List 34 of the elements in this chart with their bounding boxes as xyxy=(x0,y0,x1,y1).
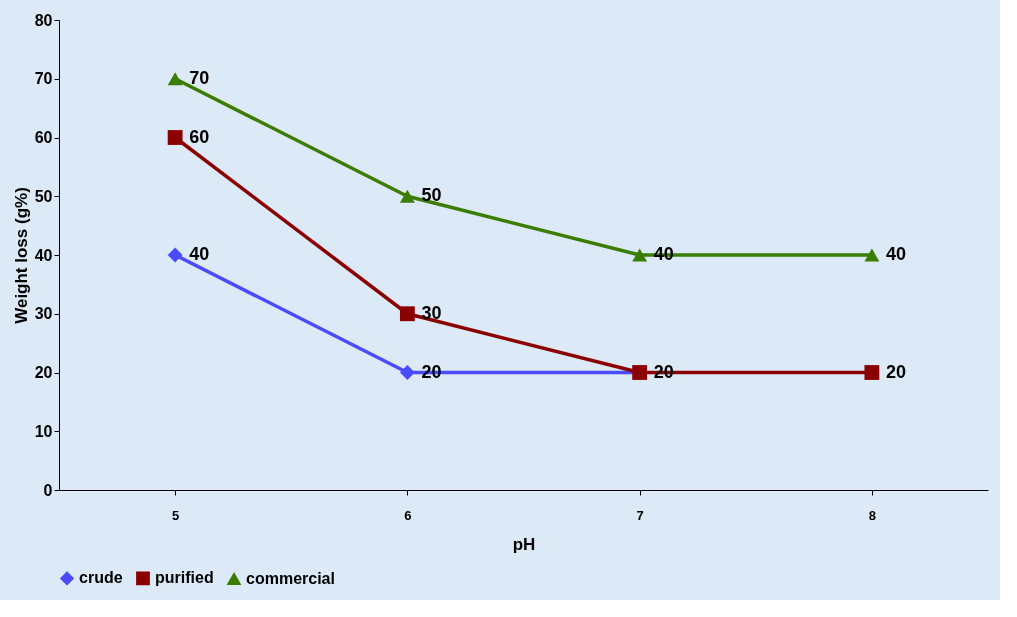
data-label: 50 xyxy=(421,185,442,206)
y-tick-label: 60 xyxy=(34,129,53,146)
x-tick-label: 5 xyxy=(172,507,180,523)
x-tick-label: 8 xyxy=(868,507,876,523)
y-tick-label: 70 xyxy=(34,70,53,88)
y-tick-label: 80 xyxy=(34,11,53,29)
legend-label: crude xyxy=(79,569,123,587)
data-label: 60 xyxy=(189,126,210,147)
data-label: 70 xyxy=(189,67,210,88)
point xyxy=(864,365,880,380)
point xyxy=(399,365,415,380)
y-tick-label: 30 xyxy=(34,305,53,323)
x-axis-title: pH xyxy=(512,534,536,554)
y-tick-label: 0 xyxy=(43,481,53,499)
point xyxy=(167,130,183,145)
y-tick-label: 50 xyxy=(34,187,53,205)
y-tick-label: 10 xyxy=(34,422,53,440)
legend-label: purified xyxy=(155,569,214,587)
data-label: 20 xyxy=(885,361,906,382)
x-tick-label: 6 xyxy=(404,507,412,523)
x-tick-label: 7 xyxy=(636,507,644,523)
y-axis-title: Weight loss (g%) xyxy=(11,187,31,324)
point xyxy=(167,72,183,86)
y-tick-label: 20 xyxy=(34,364,53,381)
data-label: 30 xyxy=(421,302,442,323)
point xyxy=(632,248,648,262)
legend-label: commercial xyxy=(246,569,335,587)
point xyxy=(399,306,415,322)
point xyxy=(864,248,880,262)
y-tick-label: 40 xyxy=(34,246,53,264)
data-label: 40 xyxy=(189,244,210,264)
point xyxy=(167,247,183,263)
data-label: 40 xyxy=(885,244,906,264)
point xyxy=(399,189,415,203)
